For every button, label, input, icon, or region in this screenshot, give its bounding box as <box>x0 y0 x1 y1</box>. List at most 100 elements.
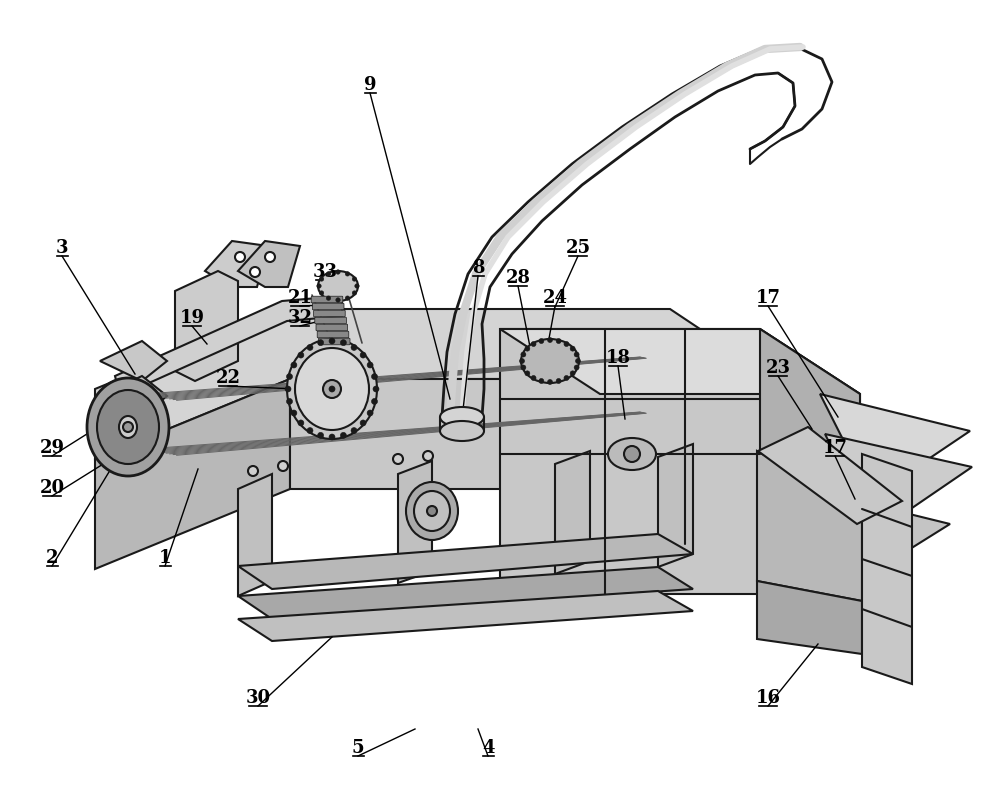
Ellipse shape <box>608 438 656 471</box>
Polygon shape <box>820 394 970 497</box>
FancyBboxPatch shape <box>314 311 345 317</box>
Circle shape <box>393 454 403 464</box>
Circle shape <box>564 376 569 381</box>
Polygon shape <box>238 534 693 589</box>
Polygon shape <box>862 454 912 684</box>
Text: 18: 18 <box>606 349 631 366</box>
Circle shape <box>265 253 275 263</box>
Circle shape <box>326 272 331 277</box>
Polygon shape <box>500 329 860 394</box>
Circle shape <box>355 284 359 289</box>
Ellipse shape <box>295 349 369 430</box>
Text: 25: 25 <box>565 238 591 257</box>
FancyBboxPatch shape <box>315 318 346 324</box>
Ellipse shape <box>318 271 358 302</box>
Polygon shape <box>175 271 238 381</box>
Polygon shape <box>238 475 272 597</box>
Circle shape <box>318 433 324 438</box>
Polygon shape <box>238 591 693 642</box>
Polygon shape <box>95 380 290 569</box>
Circle shape <box>345 272 350 277</box>
Text: 5: 5 <box>352 738 364 756</box>
Polygon shape <box>205 242 268 287</box>
Text: 4: 4 <box>482 738 494 756</box>
Circle shape <box>286 374 292 380</box>
Text: 23: 23 <box>766 359 790 377</box>
Ellipse shape <box>287 340 377 439</box>
Ellipse shape <box>119 417 137 438</box>
FancyBboxPatch shape <box>312 304 344 311</box>
FancyBboxPatch shape <box>317 332 349 338</box>
Circle shape <box>556 379 561 384</box>
Circle shape <box>624 446 640 463</box>
Circle shape <box>326 296 331 301</box>
Circle shape <box>248 467 258 476</box>
Polygon shape <box>238 242 300 287</box>
Polygon shape <box>828 495 950 579</box>
Circle shape <box>250 267 260 278</box>
Text: 22: 22 <box>216 369 241 386</box>
Polygon shape <box>100 341 167 381</box>
Circle shape <box>574 353 579 357</box>
Circle shape <box>525 347 530 352</box>
Circle shape <box>576 359 580 364</box>
Polygon shape <box>757 581 862 654</box>
Polygon shape <box>658 444 693 567</box>
Circle shape <box>373 386 379 393</box>
Text: 20: 20 <box>39 479 65 496</box>
Ellipse shape <box>440 407 484 427</box>
Polygon shape <box>760 329 860 544</box>
Ellipse shape <box>406 483 458 540</box>
Circle shape <box>329 386 335 393</box>
Circle shape <box>123 422 133 433</box>
Circle shape <box>278 462 288 471</box>
Circle shape <box>360 353 366 359</box>
Text: 1: 1 <box>159 548 171 566</box>
Circle shape <box>351 428 357 434</box>
Circle shape <box>285 386 291 393</box>
Polygon shape <box>825 434 972 534</box>
Text: 33: 33 <box>313 263 338 281</box>
Polygon shape <box>95 310 760 459</box>
Circle shape <box>521 365 526 370</box>
Circle shape <box>286 399 292 405</box>
Ellipse shape <box>97 390 159 464</box>
Circle shape <box>564 342 569 347</box>
Circle shape <box>351 345 357 351</box>
Circle shape <box>317 284 321 289</box>
Circle shape <box>367 362 373 369</box>
Ellipse shape <box>440 422 484 442</box>
Text: 29: 29 <box>40 438 65 456</box>
Circle shape <box>318 340 324 346</box>
Text: 16: 16 <box>756 688 780 706</box>
Polygon shape <box>500 329 860 594</box>
Text: 28: 28 <box>506 269 530 287</box>
Circle shape <box>360 421 366 426</box>
Circle shape <box>427 507 437 516</box>
Polygon shape <box>398 462 432 583</box>
Circle shape <box>298 421 304 426</box>
Circle shape <box>570 347 575 352</box>
Polygon shape <box>757 451 862 601</box>
Circle shape <box>307 345 313 351</box>
Circle shape <box>291 362 297 369</box>
Circle shape <box>423 451 433 462</box>
Circle shape <box>345 296 350 301</box>
Circle shape <box>235 253 245 263</box>
Ellipse shape <box>87 378 169 476</box>
Circle shape <box>329 434 335 441</box>
Circle shape <box>548 380 552 385</box>
Polygon shape <box>758 427 902 524</box>
Circle shape <box>531 376 536 381</box>
Circle shape <box>520 359 524 364</box>
Text: 19: 19 <box>180 308 205 327</box>
Polygon shape <box>115 296 342 397</box>
Circle shape <box>556 339 561 344</box>
Circle shape <box>539 379 544 384</box>
Circle shape <box>336 299 340 303</box>
Circle shape <box>574 365 579 370</box>
Circle shape <box>539 339 544 344</box>
Circle shape <box>372 399 378 405</box>
FancyBboxPatch shape <box>316 324 348 332</box>
Polygon shape <box>238 567 693 619</box>
